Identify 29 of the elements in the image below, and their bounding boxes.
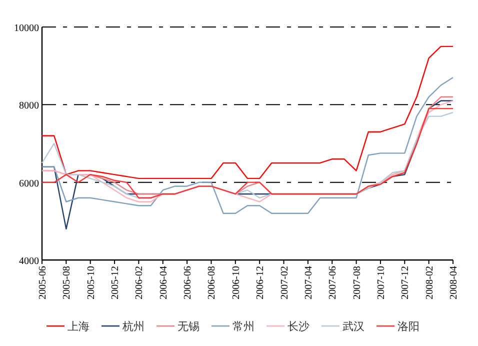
x-tick-label: 2005-08 xyxy=(62,266,73,300)
x-tick-label: 2007-02 xyxy=(279,266,290,300)
y-tick-label: 8000 xyxy=(19,100,39,112)
x-tick-label: 2005-12 xyxy=(110,266,122,300)
x-tick-label: 2006-06 xyxy=(182,266,194,300)
y-tick-label: 4000 xyxy=(19,256,39,267)
x-tick-label: 2006-08 xyxy=(206,266,218,300)
x-tick-label: 2006-10 xyxy=(230,266,242,300)
x-tick-label: 2005-06 xyxy=(38,266,48,300)
legend-label: 长沙 xyxy=(288,320,310,333)
x-tick-label: 2006-04 xyxy=(158,266,170,300)
y-tick-label: 10000 xyxy=(14,23,39,34)
legend-label: 上海 xyxy=(68,320,90,333)
x-tick-label: 2007-06 xyxy=(328,266,339,300)
x-tick-label: 2007-12 xyxy=(400,266,412,300)
x-tick-label: 2007-08 xyxy=(352,266,363,300)
y-tick-label: 6000 xyxy=(19,178,39,190)
x-tick-label: 2008-04 xyxy=(448,266,460,300)
x-tick-label: 2007-10 xyxy=(376,266,387,300)
x-tick-label: 2007-04 xyxy=(303,266,314,300)
x-tick-label: 2008-02 xyxy=(424,266,436,300)
x-tick-label: 2005-10 xyxy=(86,266,97,300)
legend-label: 常州 xyxy=(232,320,254,333)
legend-label: 武汉 xyxy=(342,320,364,333)
x-tick-label: 2006-12 xyxy=(255,266,266,300)
legend-label: 洛阳 xyxy=(398,321,420,333)
legend-label: 杭州 xyxy=(122,320,144,333)
legend-label: 无锡 xyxy=(178,321,200,333)
x-tick-label: 2006-02 xyxy=(134,266,146,300)
